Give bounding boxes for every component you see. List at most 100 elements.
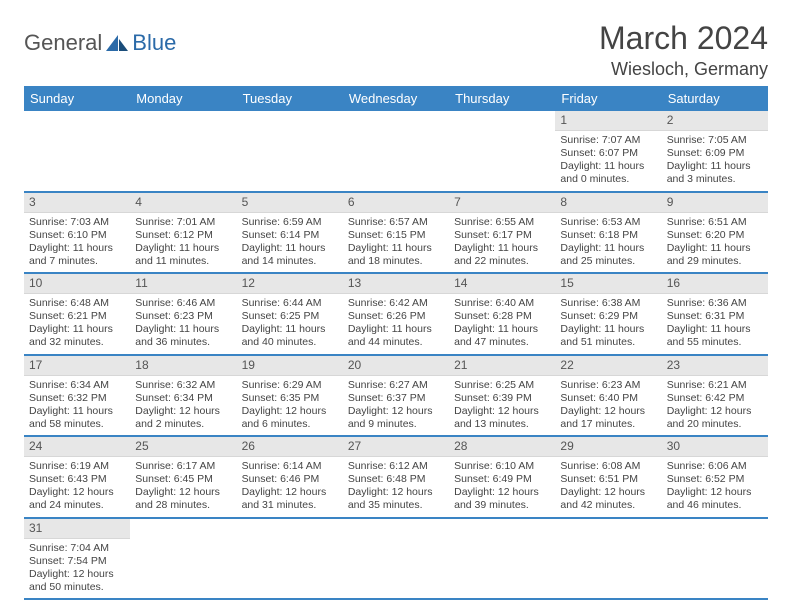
daylight-line-1: Daylight: 11 hours (29, 405, 125, 418)
day-details: Sunrise: 6:12 AMSunset: 6:48 PMDaylight:… (343, 457, 449, 517)
daylight-line-2: and 32 minutes. (29, 336, 125, 349)
daylight-line-1: Daylight: 11 hours (667, 160, 763, 173)
sunrise-line: Sunrise: 7:03 AM (29, 216, 125, 229)
daylight-line-2: and 17 minutes. (560, 418, 656, 431)
calendar-week-row: 1Sunrise: 7:07 AMSunset: 6:07 PMDaylight… (24, 111, 768, 192)
sunset-line: Sunset: 7:54 PM (29, 555, 125, 568)
daylight-line-1: Daylight: 11 hours (135, 323, 231, 336)
daylight-line-1: Daylight: 11 hours (454, 242, 550, 255)
logo-text-general: General (24, 30, 102, 56)
day-details: Sunrise: 6:51 AMSunset: 6:20 PMDaylight:… (662, 213, 768, 273)
calendar-day-cell: 4Sunrise: 7:01 AMSunset: 6:12 PMDaylight… (130, 192, 236, 274)
sunrise-line: Sunrise: 6:32 AM (135, 379, 231, 392)
sunset-line: Sunset: 6:09 PM (667, 147, 763, 160)
daylight-line-2: and 44 minutes. (348, 336, 444, 349)
sunrise-line: Sunrise: 6:53 AM (560, 216, 656, 229)
day-number: 11 (130, 274, 236, 294)
day-details: Sunrise: 7:05 AMSunset: 6:09 PMDaylight:… (662, 131, 768, 191)
sunrise-line: Sunrise: 6:08 AM (560, 460, 656, 473)
sunset-line: Sunset: 6:43 PM (29, 473, 125, 486)
calendar-day-cell: 11Sunrise: 6:46 AMSunset: 6:23 PMDayligh… (130, 273, 236, 355)
weekday-header: Tuesday (237, 86, 343, 111)
day-number: 17 (24, 356, 130, 376)
day-details: Sunrise: 6:29 AMSunset: 6:35 PMDaylight:… (237, 376, 343, 436)
calendar-day-cell (555, 518, 661, 600)
day-details: Sunrise: 7:07 AMSunset: 6:07 PMDaylight:… (555, 131, 661, 191)
daylight-line-2: and 31 minutes. (242, 499, 338, 512)
day-number: 9 (662, 193, 768, 213)
daylight-line-1: Daylight: 12 hours (560, 486, 656, 499)
day-number: 13 (343, 274, 449, 294)
sunrise-line: Sunrise: 7:01 AM (135, 216, 231, 229)
daylight-line-1: Daylight: 11 hours (454, 323, 550, 336)
sunset-line: Sunset: 6:46 PM (242, 473, 338, 486)
daylight-line-1: Daylight: 11 hours (667, 323, 763, 336)
sunrise-line: Sunrise: 6:51 AM (667, 216, 763, 229)
daylight-line-2: and 50 minutes. (29, 581, 125, 594)
sunrise-line: Sunrise: 6:17 AM (135, 460, 231, 473)
calendar-day-cell (343, 111, 449, 192)
day-number: 15 (555, 274, 661, 294)
day-details: Sunrise: 6:19 AMSunset: 6:43 PMDaylight:… (24, 457, 130, 517)
page-title: March 2024 (599, 20, 768, 57)
logo-text-blue: Blue (132, 30, 176, 56)
sunrise-line: Sunrise: 6:12 AM (348, 460, 444, 473)
daylight-line-2: and 35 minutes. (348, 499, 444, 512)
weekday-header: Wednesday (343, 86, 449, 111)
calendar-day-cell: 21Sunrise: 6:25 AMSunset: 6:39 PMDayligh… (449, 355, 555, 437)
calendar-week-row: 31Sunrise: 7:04 AMSunset: 7:54 PMDayligh… (24, 518, 768, 600)
calendar-day-cell: 1Sunrise: 7:07 AMSunset: 6:07 PMDaylight… (555, 111, 661, 192)
day-details: Sunrise: 6:42 AMSunset: 6:26 PMDaylight:… (343, 294, 449, 354)
logo-sail-icon (104, 33, 130, 53)
calendar-day-cell (237, 518, 343, 600)
day-number: 7 (449, 193, 555, 213)
daylight-line-1: Daylight: 12 hours (242, 486, 338, 499)
day-number: 19 (237, 356, 343, 376)
day-details: Sunrise: 6:08 AMSunset: 6:51 PMDaylight:… (555, 457, 661, 517)
sunset-line: Sunset: 6:07 PM (560, 147, 656, 160)
location-subtitle: Wiesloch, Germany (599, 59, 768, 80)
daylight-line-1: Daylight: 12 hours (454, 486, 550, 499)
sunrise-line: Sunrise: 7:07 AM (560, 134, 656, 147)
day-details: Sunrise: 6:06 AMSunset: 6:52 PMDaylight:… (662, 457, 768, 517)
sunset-line: Sunset: 6:42 PM (667, 392, 763, 405)
calendar-day-cell: 15Sunrise: 6:38 AMSunset: 6:29 PMDayligh… (555, 273, 661, 355)
calendar-day-cell: 31Sunrise: 7:04 AMSunset: 7:54 PMDayligh… (24, 518, 130, 600)
weekday-header: Thursday (449, 86, 555, 111)
calendar-day-cell (449, 111, 555, 192)
day-number: 3 (24, 193, 130, 213)
sunrise-line: Sunrise: 6:38 AM (560, 297, 656, 310)
daylight-line-2: and 13 minutes. (454, 418, 550, 431)
day-number: 31 (24, 519, 130, 539)
day-number: 16 (662, 274, 768, 294)
sunrise-line: Sunrise: 6:10 AM (454, 460, 550, 473)
sunrise-line: Sunrise: 6:27 AM (348, 379, 444, 392)
day-details: Sunrise: 6:59 AMSunset: 6:14 PMDaylight:… (237, 213, 343, 273)
weekday-header: Sunday (24, 86, 130, 111)
calendar-day-cell (130, 518, 236, 600)
sunset-line: Sunset: 6:37 PM (348, 392, 444, 405)
daylight-line-2: and 24 minutes. (29, 499, 125, 512)
calendar-day-cell: 23Sunrise: 6:21 AMSunset: 6:42 PMDayligh… (662, 355, 768, 437)
logo: General Blue (24, 20, 176, 56)
day-number: 8 (555, 193, 661, 213)
calendar-day-cell (237, 111, 343, 192)
sunset-line: Sunset: 6:40 PM (560, 392, 656, 405)
daylight-line-2: and 46 minutes. (667, 499, 763, 512)
day-details: Sunrise: 6:40 AMSunset: 6:28 PMDaylight:… (449, 294, 555, 354)
day-number: 14 (449, 274, 555, 294)
sunset-line: Sunset: 6:17 PM (454, 229, 550, 242)
calendar-day-cell: 13Sunrise: 6:42 AMSunset: 6:26 PMDayligh… (343, 273, 449, 355)
sunset-line: Sunset: 6:14 PM (242, 229, 338, 242)
calendar-day-cell: 29Sunrise: 6:08 AMSunset: 6:51 PMDayligh… (555, 436, 661, 518)
day-number: 24 (24, 437, 130, 457)
daylight-line-1: Daylight: 12 hours (348, 486, 444, 499)
daylight-line-1: Daylight: 11 hours (135, 242, 231, 255)
daylight-line-1: Daylight: 11 hours (242, 323, 338, 336)
day-number: 28 (449, 437, 555, 457)
calendar-day-cell (24, 111, 130, 192)
day-number: 26 (237, 437, 343, 457)
day-number: 12 (237, 274, 343, 294)
calendar-day-cell (130, 111, 236, 192)
daylight-line-2: and 47 minutes. (454, 336, 550, 349)
